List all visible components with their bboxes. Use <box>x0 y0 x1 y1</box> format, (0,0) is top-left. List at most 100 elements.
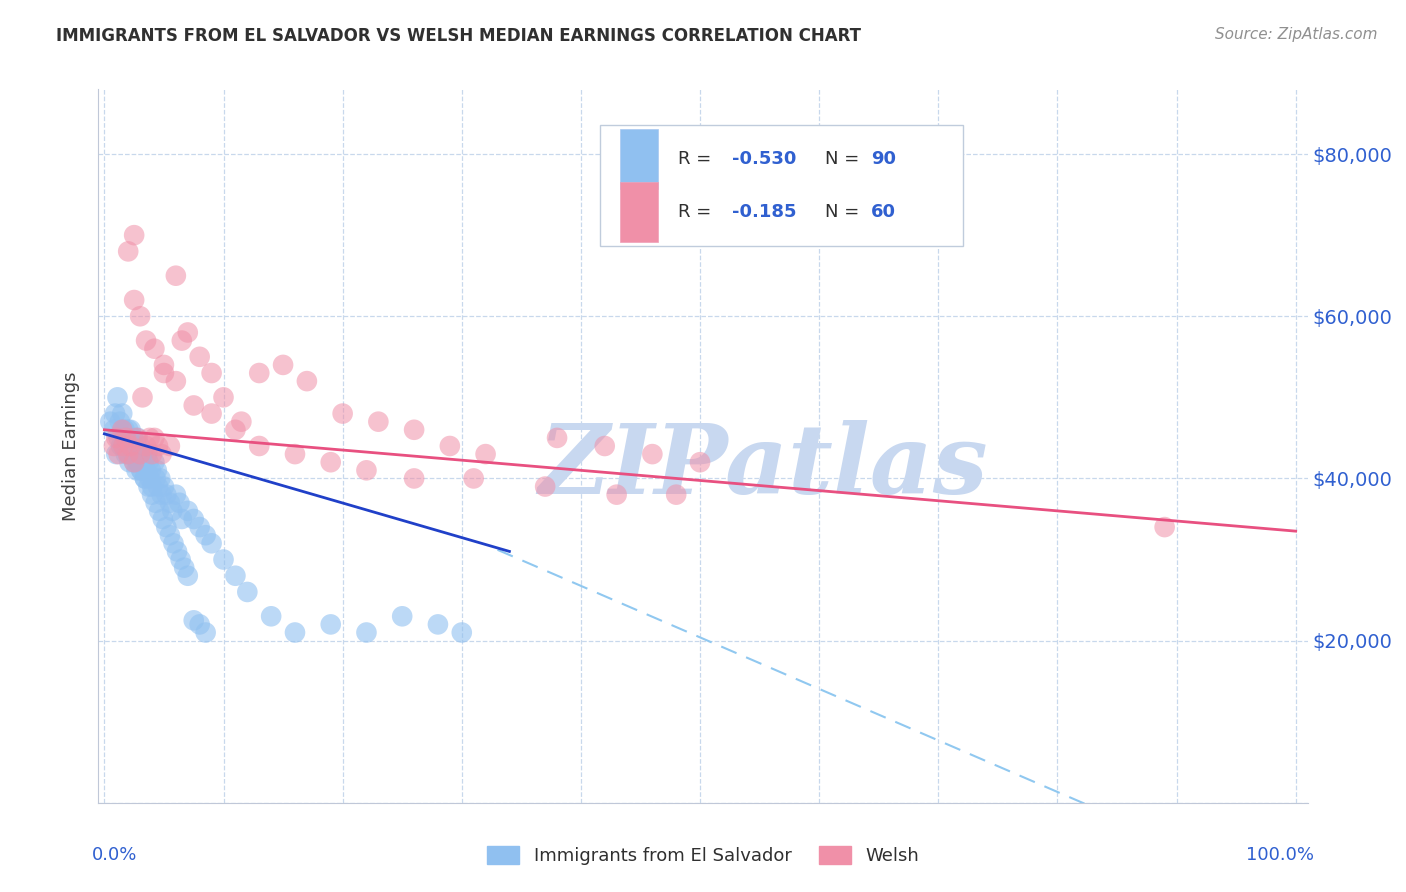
Point <box>108 415 131 429</box>
Point <box>689 455 711 469</box>
Point <box>122 447 145 461</box>
Point <box>200 407 222 421</box>
Point <box>404 423 426 437</box>
Point <box>153 366 176 380</box>
Point <box>120 439 142 453</box>
Point <box>115 439 138 453</box>
Text: 60: 60 <box>872 203 896 221</box>
Point <box>143 342 166 356</box>
Point <box>284 447 307 461</box>
Point <box>129 310 152 324</box>
Point <box>295 374 318 388</box>
Point <box>146 439 169 453</box>
Point <box>118 455 141 469</box>
Point <box>367 415 389 429</box>
Point <box>134 471 156 485</box>
Text: IMMIGRANTS FROM EL SALVADOR VS WELSH MEDIAN EARNINGS CORRELATION CHART: IMMIGRANTS FROM EL SALVADOR VS WELSH MED… <box>56 27 862 45</box>
Point <box>170 334 193 348</box>
Point <box>149 471 172 485</box>
Point <box>534 479 557 493</box>
Point <box>122 228 145 243</box>
Point <box>260 609 283 624</box>
Point <box>463 471 485 485</box>
Point <box>606 488 628 502</box>
Point <box>114 447 136 461</box>
FancyBboxPatch shape <box>620 128 658 189</box>
Text: -0.530: -0.530 <box>733 150 796 168</box>
Point <box>127 455 149 469</box>
Point <box>129 447 152 461</box>
Point <box>177 568 200 582</box>
Point <box>105 431 128 445</box>
Point <box>1153 520 1175 534</box>
Point <box>98 415 121 429</box>
Point <box>112 439 135 453</box>
Text: ZIPatlas: ZIPatlas <box>538 420 988 515</box>
Point <box>107 431 129 445</box>
Point <box>135 463 157 477</box>
Point <box>138 455 160 469</box>
Point <box>135 334 157 348</box>
Point <box>177 326 200 340</box>
Point <box>284 625 307 640</box>
Point <box>117 244 139 259</box>
Point <box>122 439 145 453</box>
Point <box>120 439 142 453</box>
Point <box>111 423 134 437</box>
FancyBboxPatch shape <box>600 125 963 246</box>
Point <box>122 455 145 469</box>
Point <box>177 504 200 518</box>
Point <box>152 512 174 526</box>
Point <box>150 447 173 461</box>
Point <box>426 617 449 632</box>
Text: Source: ZipAtlas.com: Source: ZipAtlas.com <box>1215 27 1378 42</box>
Point <box>224 568 246 582</box>
Point <box>159 528 181 542</box>
Point <box>114 431 136 445</box>
Point <box>146 463 169 477</box>
Point <box>165 374 187 388</box>
Point <box>120 439 142 453</box>
Point <box>141 488 163 502</box>
Point <box>183 399 205 413</box>
Point <box>319 617 342 632</box>
Point <box>117 447 139 461</box>
Point <box>356 625 378 640</box>
Point <box>117 423 139 437</box>
Point <box>141 479 163 493</box>
Point <box>120 423 142 437</box>
FancyBboxPatch shape <box>620 182 658 243</box>
Point <box>153 479 176 493</box>
Point <box>146 479 169 493</box>
Point <box>136 447 159 461</box>
Point <box>143 431 166 445</box>
Point <box>117 447 139 461</box>
Point <box>641 447 664 461</box>
Point <box>122 293 145 307</box>
Point <box>138 431 160 445</box>
Point <box>183 512 205 526</box>
Point <box>138 471 160 485</box>
Point <box>212 390 235 404</box>
Point <box>131 447 153 461</box>
Point <box>138 479 160 493</box>
Point <box>200 536 222 550</box>
Point <box>439 439 461 453</box>
Text: R =: R = <box>678 150 717 168</box>
Point <box>135 439 157 453</box>
Point <box>111 423 134 437</box>
Point <box>121 447 143 461</box>
Text: N =: N = <box>825 203 865 221</box>
Point <box>127 431 149 445</box>
Point <box>247 439 270 453</box>
Point <box>111 407 134 421</box>
Point <box>194 625 217 640</box>
Point <box>107 447 129 461</box>
Text: N =: N = <box>825 150 865 168</box>
Point <box>356 463 378 477</box>
Point <box>231 415 253 429</box>
Point <box>128 447 150 461</box>
Point <box>143 455 166 469</box>
Point <box>125 463 148 477</box>
Point <box>129 439 152 453</box>
